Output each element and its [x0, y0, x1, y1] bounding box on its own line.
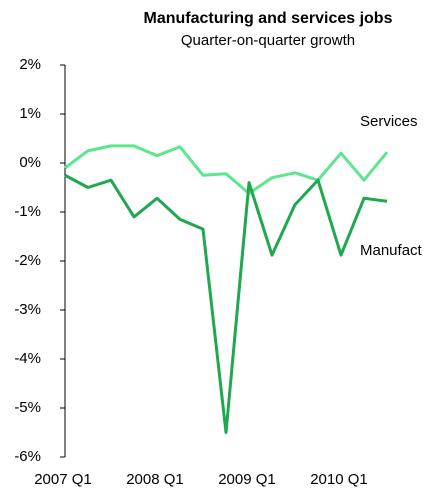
y-tick-label: 2%: [19, 56, 41, 73]
y-tick-label: -6%: [14, 448, 41, 465]
y-tick-label: -1%: [14, 203, 41, 220]
x-tick-label: 2007 Q1: [34, 471, 92, 488]
x-tick-label: 2010 Q1: [310, 471, 368, 488]
y-tick-label: -3%: [14, 301, 41, 318]
chart-subtitle: Quarter-on-quarter growth: [181, 32, 355, 49]
line-series: [64, 173, 388, 434]
y-tick-label: -5%: [14, 399, 41, 416]
series-label: Manufact: [360, 242, 423, 259]
y-tick-label: 1%: [19, 105, 41, 122]
x-tick-label: 2008 Q1: [126, 471, 184, 488]
line-series: [64, 144, 389, 195]
x-tick-label: 2009 Q1: [218, 471, 276, 488]
y-tick-label: -4%: [14, 350, 41, 367]
y-tick-label: -2%: [14, 252, 41, 269]
series-label: Services: [360, 113, 418, 130]
chart-title: Manufacturing and services jobs: [144, 10, 393, 27]
y-tick-label: 0%: [19, 154, 41, 171]
